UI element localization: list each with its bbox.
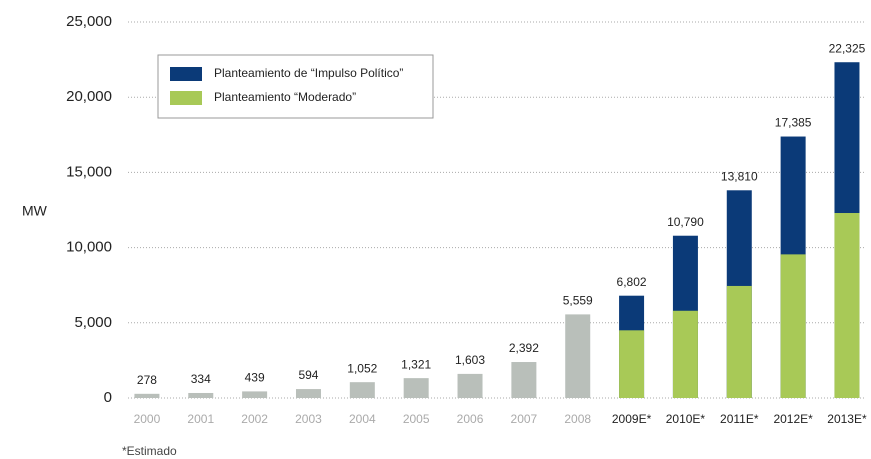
data-label: 1,321 <box>401 357 431 371</box>
data-label: 1,603 <box>455 353 485 367</box>
bar <box>834 213 860 398</box>
legend-label: Planteamiento “Moderado” <box>214 90 356 104</box>
bar <box>134 393 160 398</box>
legend-box <box>157 54 434 119</box>
y-tick-label: 10,000 <box>66 239 112 256</box>
x-tick-label: 2000 <box>134 412 161 426</box>
legend-label: Planteamiento de “Impulso Político” <box>214 66 403 80</box>
bar <box>403 378 429 398</box>
y-tick-label: 0 <box>104 389 112 406</box>
x-tick-label: 2005 <box>403 412 430 426</box>
bar <box>295 389 321 398</box>
y-axis-label: MW <box>22 203 48 219</box>
x-tick-label: 2001 <box>187 412 214 426</box>
data-label: 6,802 <box>617 275 647 289</box>
x-tick-label: 2006 <box>457 412 484 426</box>
data-label: 2,392 <box>509 341 539 355</box>
bar <box>457 373 483 398</box>
y-tick-label: 20,000 <box>66 88 112 105</box>
data-label: 334 <box>191 372 211 386</box>
x-tick-label: 2007 <box>511 412 538 426</box>
legend-swatch <box>170 91 202 105</box>
data-label: 1,052 <box>347 361 377 375</box>
footnote: *Estimado <box>122 444 177 458</box>
bar <box>780 254 806 398</box>
x-tick-label: 2013E* <box>827 412 867 426</box>
x-tick-label: 2012E* <box>773 412 813 426</box>
x-tick-label: 2004 <box>349 412 376 426</box>
data-label: 22,325 <box>829 41 866 55</box>
bar <box>511 362 537 398</box>
y-tick-label: 15,000 <box>66 163 112 180</box>
y-tick-label: 25,000 <box>66 13 112 30</box>
data-label: 10,790 <box>667 215 704 229</box>
data-label: 594 <box>298 368 318 382</box>
bar <box>565 314 591 398</box>
y-tick-label: 5,000 <box>74 314 112 331</box>
x-tick-label: 2003 <box>295 412 322 426</box>
x-tick-label: 2008 <box>564 412 591 426</box>
data-label: 5,559 <box>563 294 593 308</box>
bar <box>619 330 645 398</box>
data-label: 17,385 <box>775 116 812 130</box>
data-label: 278 <box>137 373 157 387</box>
x-tick-label: 2009E* <box>612 412 652 426</box>
legend-swatch <box>170 67 202 81</box>
data-label: 13,810 <box>721 169 758 183</box>
bar <box>726 285 752 398</box>
bar <box>349 382 375 398</box>
bar <box>672 310 698 398</box>
data-label: 439 <box>245 371 265 385</box>
x-tick-label: 2010E* <box>666 412 706 426</box>
x-tick-label: 2002 <box>241 412 268 426</box>
bar <box>242 391 268 398</box>
bar <box>188 392 214 398</box>
x-tick-label: 2011E* <box>720 412 759 426</box>
